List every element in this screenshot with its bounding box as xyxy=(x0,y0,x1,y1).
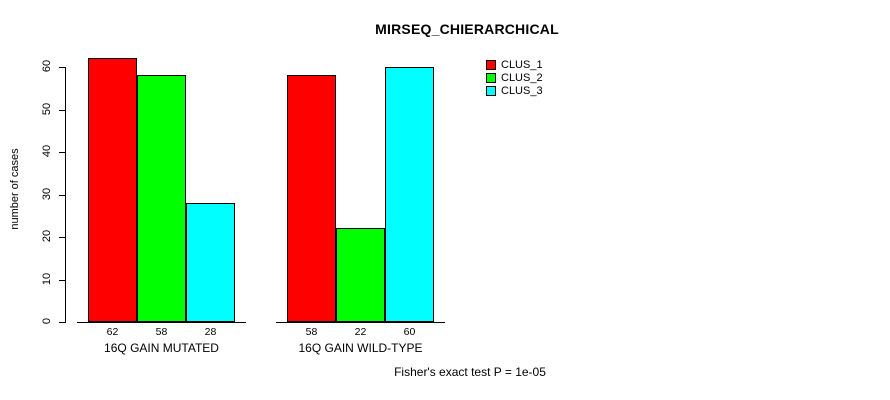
y-axis-line xyxy=(65,67,66,323)
bar-value-label: 58 xyxy=(305,326,318,338)
x-category-label: 16Q GAIN WILD-TYPE xyxy=(298,341,423,355)
legend-swatch-clus-2 xyxy=(486,73,496,83)
y-tick xyxy=(59,152,65,153)
legend-swatch-clus-3 xyxy=(486,86,496,96)
x-axis-baseline xyxy=(77,322,246,323)
y-tick xyxy=(59,279,65,281)
x-axis-baseline xyxy=(276,322,445,323)
legend-swatch-clus-1 xyxy=(486,60,496,70)
y-tick xyxy=(59,67,65,68)
legend-item: CLUS_2 xyxy=(486,72,543,84)
y-tick-label: 30 xyxy=(41,187,53,200)
y-tick xyxy=(59,194,65,196)
bar-value-label: 22 xyxy=(354,326,367,338)
legend-item: CLUS_1 xyxy=(486,59,543,71)
legend-item: CLUS_3 xyxy=(486,85,543,97)
y-tick xyxy=(59,322,65,323)
footnote-fisher-test: Fisher's exact test P = 1e-05 xyxy=(394,365,546,379)
legend-label-clus-2: CLUS_2 xyxy=(501,72,543,84)
bar-value-label: 62 xyxy=(106,326,119,338)
chart-title: MIRSEQ_CHIERARCHICAL xyxy=(375,21,559,37)
bar-clus_2-1 xyxy=(137,75,186,322)
bar-value-label: 58 xyxy=(155,326,168,338)
y-tick-label: 10 xyxy=(41,272,53,285)
y-tick-label: 20 xyxy=(41,229,53,243)
bar-clus_2-2 xyxy=(336,228,385,322)
y-tick-label: 40 xyxy=(41,144,53,158)
bar-value-label: 28 xyxy=(204,326,217,338)
bar-clus_3-2 xyxy=(385,67,434,322)
legend: CLUS_1 CLUS_2 CLUS_3 xyxy=(486,59,543,97)
y-tick-label: 60 xyxy=(41,59,53,73)
bar-clus_3-1 xyxy=(186,203,235,322)
y-tick xyxy=(59,237,65,238)
y-tick-label: 50 xyxy=(41,102,53,115)
x-category-label: 16Q GAIN MUTATED xyxy=(104,341,219,355)
y-tick xyxy=(59,109,65,111)
bar-clus_1-2 xyxy=(287,75,336,322)
y-tick-label: 0 xyxy=(41,317,53,325)
legend-label-clus-3: CLUS_3 xyxy=(501,85,543,97)
bar-value-label: 60 xyxy=(403,326,416,338)
legend-label-clus-1: CLUS_1 xyxy=(501,59,543,71)
bar-clus_1-1 xyxy=(88,58,137,322)
